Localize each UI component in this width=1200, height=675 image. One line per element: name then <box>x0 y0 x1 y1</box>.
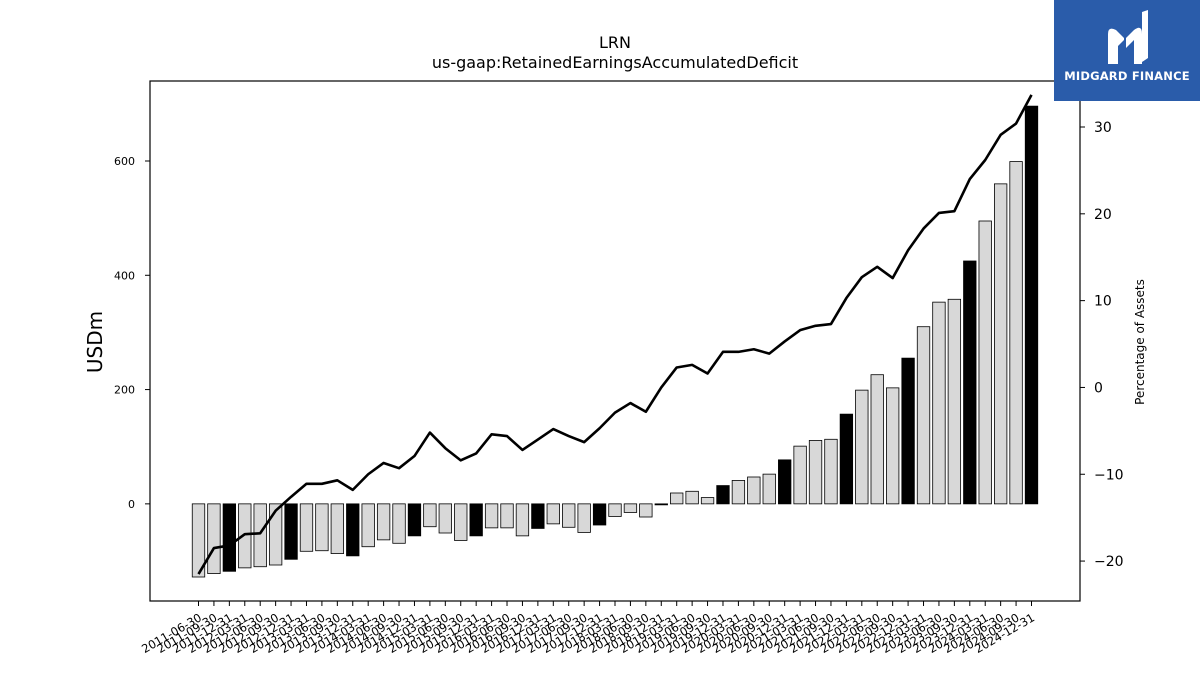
bar-2021-09-30 <box>824 438 838 505</box>
bar-2011-09-30 <box>207 503 221 574</box>
bar-2015-03-31 <box>423 503 437 528</box>
y-right-tick-label: 30 <box>1094 120 1112 136</box>
bar-2014-03-31 <box>361 503 375 548</box>
bar-2024-12-31 <box>1024 105 1039 505</box>
y-right-tick-label: 0 <box>1094 380 1103 396</box>
chart-title: LRN <box>599 33 631 52</box>
bar-2019-06-30 <box>685 490 699 505</box>
bar-2022-06-30 <box>870 374 884 505</box>
bar-2024-06-30 <box>994 183 1008 505</box>
bar-2016-12-31 <box>531 503 545 529</box>
bar-2020-06-30 <box>747 476 761 505</box>
bar-2021-06-30 <box>808 440 823 505</box>
bar-2011-12-31 <box>222 503 237 572</box>
bar-2023-12-31 <box>963 260 977 505</box>
bar-2022-03-31 <box>855 389 869 505</box>
bar-2022-12-31 <box>901 357 915 505</box>
y-axis-label-left: USDm <box>83 311 107 373</box>
y-left-tick-label: 200 <box>114 384 135 397</box>
bar-2014-09-30 <box>392 503 406 544</box>
bar-2016-03-31 <box>484 503 499 529</box>
logo-text: MIDGARD FINANCE <box>1064 69 1190 83</box>
bar-group <box>191 105 1039 578</box>
bar-2020-03-31 <box>731 480 746 505</box>
bar-2014-12-31 <box>407 503 422 537</box>
bar-2017-03-31 <box>546 503 560 525</box>
bar-2019-12-31 <box>716 485 730 505</box>
bar-2017-06-30 <box>562 503 576 528</box>
bar-2023-03-31 <box>916 326 931 505</box>
bar-2018-12-31 <box>654 503 668 506</box>
line-percentage-of-assets <box>197 94 1033 575</box>
bar-2018-03-31 <box>608 503 622 517</box>
bar-2019-03-31 <box>670 492 684 505</box>
y-right-tick-label: −10 <box>1094 467 1124 483</box>
bar-2023-06-30 <box>932 301 946 505</box>
y-right-tick-label: 20 <box>1094 207 1112 223</box>
y-right-tick-label: 10 <box>1094 294 1112 310</box>
line-group <box>197 94 1033 575</box>
bar-2020-12-31 <box>778 459 792 505</box>
bar-2012-09-30 <box>268 503 283 566</box>
bar-2018-06-30 <box>623 503 638 513</box>
y-left-tick-label: 600 <box>114 155 135 168</box>
bar-2013-06-30 <box>315 503 329 552</box>
bar-2014-06-30 <box>376 503 391 541</box>
bar-2015-06-30 <box>438 503 452 534</box>
bar-2021-12-31 <box>839 413 854 505</box>
chart-subtitle: us-gaap:RetainedEarningsAccumulatedDefic… <box>432 53 798 72</box>
y-right-tick-label: −20 <box>1094 554 1124 570</box>
bar-2024-09-30 <box>1009 161 1023 505</box>
bar-2017-12-31 <box>592 503 607 526</box>
bar-2016-06-30 <box>500 503 514 529</box>
axes: 0200400600−20−1001020302011-06-302011-09… <box>114 80 1124 656</box>
bar-2020-09-30 <box>762 473 776 505</box>
bar-2013-12-31 <box>346 503 360 557</box>
midgard-finance-logo: MIDGARD FINANCE <box>1054 0 1200 101</box>
midgard-logo-mark-icon <box>1108 10 1148 65</box>
bar-2011-06-30 <box>191 503 206 578</box>
bar-2021-03-31 <box>793 445 807 505</box>
y-left-tick-label: 0 <box>128 498 135 511</box>
bar-2024-03-31 <box>978 220 992 505</box>
bar-2016-09-30 <box>515 503 530 537</box>
bar-2012-12-31 <box>284 503 298 560</box>
bar-2018-09-30 <box>639 503 653 518</box>
bar-2022-09-30 <box>886 387 900 505</box>
bar-2013-03-31 <box>299 503 314 552</box>
bar-2015-12-31 <box>469 503 483 537</box>
bar-2012-06-30 <box>253 503 267 568</box>
bar-2015-09-30 <box>454 503 468 541</box>
bar-2013-09-30 <box>330 503 344 554</box>
bar-2017-09-30 <box>577 503 591 533</box>
y-axis-label-right: Percentage of Assets <box>1133 279 1147 405</box>
bar-2019-09-30 <box>700 497 715 505</box>
bar-2012-03-31 <box>238 503 252 569</box>
y-left-tick-label: 400 <box>114 269 135 282</box>
bar-2023-09-30 <box>947 298 962 505</box>
